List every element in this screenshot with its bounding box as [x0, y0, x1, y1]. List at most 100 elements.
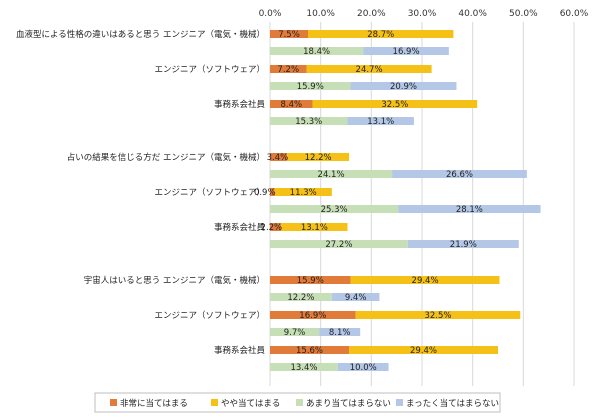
x-tick-label: 60.0% — [560, 9, 589, 19]
bar-not-very-applicable — [270, 170, 393, 178]
bar-somewhat-applicable — [355, 311, 521, 319]
data-label: 8.1% — [329, 328, 351, 338]
legend: 非常に当てはまる やや当てはまる あまり当てはまらない まったく当てはまらない — [94, 392, 501, 413]
data-label: 21.9% — [450, 240, 477, 250]
category-label: 占いの結果を信じる方だ エンジニア（電気・機械） — [67, 152, 265, 163]
bar-not-very-applicable — [270, 328, 320, 336]
bar-somewhat-applicable — [287, 153, 350, 161]
bar-not-very-applicable — [270, 82, 351, 90]
bar-very-applicable — [270, 65, 307, 73]
bar-not-applicable-at-all — [363, 47, 449, 55]
bar-not-applicable-at-all — [407, 240, 519, 248]
data-label: 2.2% — [261, 223, 283, 233]
category-label: エンジニア（ソフトウェア） — [154, 64, 265, 75]
legend-swatch — [110, 399, 117, 406]
bar-very-applicable — [270, 223, 282, 231]
bar-somewhat-applicable — [306, 65, 432, 73]
x-tick-label: 20.0% — [357, 9, 386, 19]
legend-swatch — [296, 399, 303, 406]
x-tick-label: 0.0% — [259, 9, 282, 19]
bar-somewhat-applicable — [349, 346, 498, 354]
legend-label: 非常に当てはまる — [120, 398, 188, 409]
data-label: 10.0% — [350, 363, 377, 373]
legend-label: やや当てはまる — [221, 398, 280, 409]
legend-frame — [94, 392, 501, 413]
bar-very-applicable — [270, 153, 288, 161]
bar-not-applicable-at-all — [337, 363, 389, 371]
data-label: 20.9% — [390, 82, 417, 92]
bar-not-applicable-at-all — [350, 82, 457, 90]
bar-somewhat-applicable — [312, 100, 478, 108]
bar-not-very-applicable — [270, 205, 399, 213]
data-label: 0.9% — [254, 188, 276, 198]
data-label: 32.5% — [381, 100, 408, 110]
data-label: 25.3% — [321, 205, 348, 215]
data-label: 15.9% — [297, 82, 324, 92]
data-label: 9.4% — [345, 293, 367, 303]
legend-swatch — [396, 399, 403, 406]
bar-not-applicable-at-all — [398, 205, 541, 213]
bar-not-applicable-at-all — [392, 170, 527, 178]
bar-somewhat-applicable — [350, 276, 500, 284]
bar-somewhat-applicable — [281, 223, 348, 231]
data-label: 32.5% — [424, 311, 451, 321]
bar-somewhat-applicable — [308, 30, 454, 38]
x-tick-label: 10.0% — [306, 9, 335, 19]
legend-label: まったく当てはまらない — [406, 398, 499, 409]
bar-very-applicable — [270, 100, 313, 108]
data-label: 24.7% — [356, 65, 383, 75]
category-label: 血液型による性格の違いはあると思う エンジニア（電気・機械） — [16, 29, 265, 40]
bar-very-applicable — [270, 311, 356, 319]
data-label: 15.3% — [295, 117, 322, 127]
x-tick-label: 30.0% — [408, 9, 437, 19]
bar-very-applicable — [270, 30, 308, 38]
data-label: 11.3% — [290, 188, 317, 198]
data-label: 27.2% — [325, 240, 352, 250]
legend-swatch — [211, 399, 218, 406]
bar-somewhat-applicable — [274, 188, 332, 196]
data-label: 12.2% — [305, 153, 332, 163]
x-tick-label: 40.0% — [458, 9, 487, 19]
bar-not-applicable-at-all — [319, 328, 361, 336]
data-label: 16.9% — [299, 311, 326, 321]
category-label: エンジニア（ソフトウェア） — [154, 187, 265, 198]
data-label: 29.4% — [412, 276, 439, 286]
data-label: 24.1% — [318, 170, 345, 180]
bar-very-applicable — [270, 188, 275, 196]
data-label: 28.7% — [367, 30, 394, 40]
bar-not-applicable-at-all — [347, 117, 414, 125]
bar-layer — [270, 30, 541, 371]
category-label: 事務系会社員 — [214, 222, 266, 233]
data-label: 29.4% — [410, 346, 437, 356]
legend-label: あまり当てはまらない — [306, 398, 391, 409]
label-layer: 血液型による性格の違いはあると思う エンジニア（電気・機械） 7.5% 28.7% 1… — [16, 29, 483, 373]
data-label: 26.6% — [446, 170, 473, 180]
bar-not-very-applicable — [270, 117, 348, 125]
bar-very-applicable — [270, 276, 351, 284]
data-label: 9.7% — [284, 328, 306, 338]
bar-not-applicable-at-all — [331, 293, 380, 301]
x-axis-ticks: 0.0% 10.0% 20.0% 30.0% 40.0% 50.0% 60.0% — [259, 9, 589, 19]
bar-very-applicable — [270, 346, 350, 354]
data-label: 13.1% — [367, 117, 394, 127]
category-label: エンジニア（ソフトウェア） — [154, 310, 265, 321]
data-label: 28.1% — [456, 205, 483, 215]
data-label: 15.6% — [296, 346, 323, 356]
data-label: 7.2% — [277, 65, 299, 75]
data-label: 3.4% — [267, 153, 289, 163]
data-label: 8.4% — [280, 100, 302, 110]
data-label: 16.9% — [393, 47, 420, 57]
category-label: 宇宙人はいると思う エンジニア（電気・機械） — [84, 275, 265, 286]
data-label: 15.9% — [297, 276, 324, 286]
data-label: 18.4% — [303, 47, 330, 57]
x-tick-label: 50.0% — [509, 9, 538, 19]
bar-not-very-applicable — [270, 240, 408, 248]
data-label: 12.2% — [287, 293, 314, 303]
category-label: 事務系会社員 — [214, 345, 266, 356]
bar-not-very-applicable — [270, 47, 364, 55]
bar-not-very-applicable — [270, 293, 332, 301]
category-label: 事務系会社員 — [214, 99, 266, 110]
data-label: 13.4% — [290, 363, 317, 373]
